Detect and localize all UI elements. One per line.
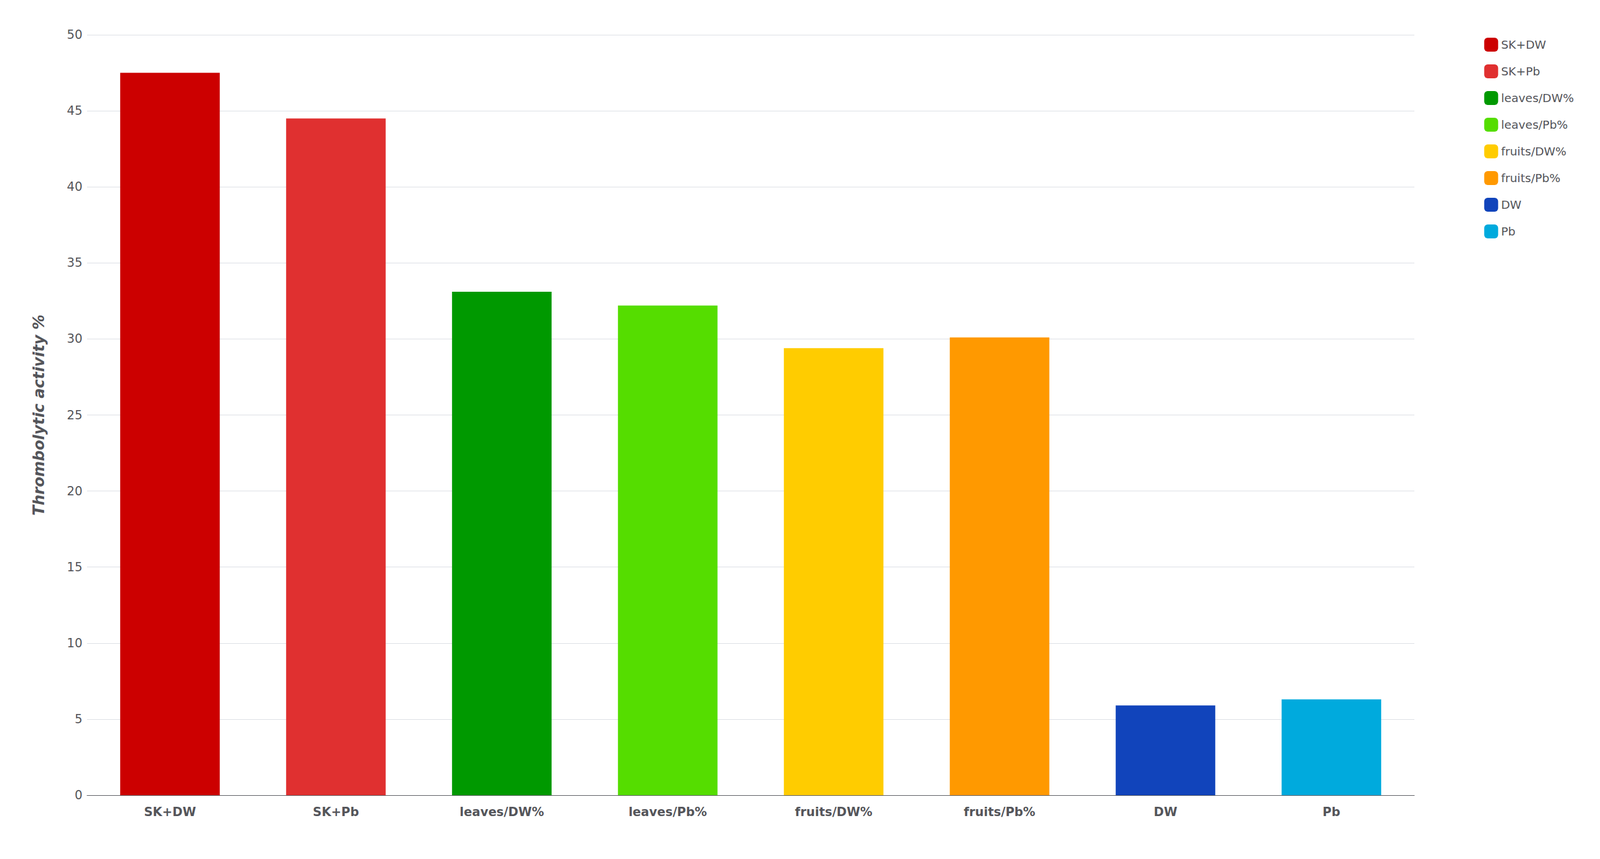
svg-text:Pb: Pb [1322,805,1341,820]
svg-text:Thrombolytic activity %: Thrombolytic activity % [30,314,48,516]
svg-text:fruits/Pb%: fruits/Pb% [963,805,1035,820]
svg-text:45: 45 [66,103,83,118]
svg-text:40: 40 [66,179,83,194]
svg-text:Pb: Pb [1500,224,1516,239]
svg-text:leaves/DW%: leaves/DW% [1500,91,1574,106]
svg-text:fruits/Pb%: fruits/Pb% [1500,171,1560,186]
svg-text:30: 30 [66,331,83,346]
svg-text:25: 25 [66,408,83,423]
svg-text:fruits/DW%: fruits/DW% [1500,144,1567,159]
svg-text:DW: DW [1153,805,1178,820]
svg-text:0: 0 [74,788,83,803]
svg-text:fruits/DW%: fruits/DW% [794,805,873,820]
svg-text:leaves/DW%: leaves/DW% [459,805,544,820]
svg-text:DW: DW [1500,197,1522,212]
svg-text:5: 5 [74,712,83,727]
svg-text:35: 35 [66,255,83,270]
svg-text:10: 10 [66,636,83,651]
svg-text:15: 15 [66,560,83,575]
svg-text:leaves/Pb%: leaves/Pb% [628,805,707,820]
svg-text:leaves/Pb%: leaves/Pb% [1500,117,1568,132]
svg-text:SK+DW: SK+DW [1500,37,1547,52]
svg-text:SK+Pb: SK+Pb [1500,64,1540,79]
svg-text:SK+DW: SK+DW [143,805,197,820]
svg-text:50: 50 [66,27,83,42]
svg-text:20: 20 [66,484,83,499]
svg-text:SK+Pb: SK+Pb [312,805,359,820]
